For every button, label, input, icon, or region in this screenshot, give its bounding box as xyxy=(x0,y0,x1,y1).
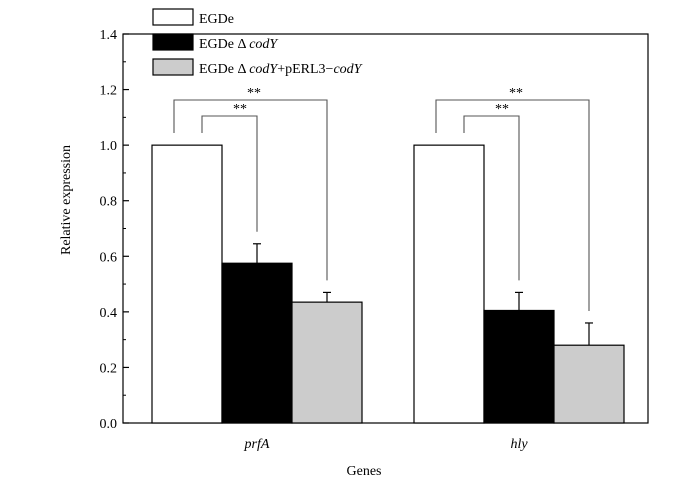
bar xyxy=(553,344,625,424)
significance-label: ** xyxy=(247,86,261,101)
x-category-label: prfA xyxy=(244,437,270,452)
y-tick-label: 0.6 xyxy=(100,250,118,265)
significance-label: ** xyxy=(495,102,509,117)
y-tick-label: 1.2 xyxy=(100,84,118,99)
y-tick-label: 1.4 xyxy=(100,28,118,43)
error-bars xyxy=(253,243,593,346)
y-tick-label: 0.4 xyxy=(100,306,118,321)
y-tick-label: 0.2 xyxy=(100,361,118,376)
legend-swatch xyxy=(152,8,194,26)
bar xyxy=(151,144,223,424)
significance-label: ** xyxy=(509,86,523,101)
bar xyxy=(221,262,293,424)
x-category-label: hly xyxy=(510,437,528,452)
legend: EGDe EGDe Δ codY EGDe Δ codY+pERL3−codY xyxy=(152,8,364,77)
significance-brackets: ******** xyxy=(173,86,590,311)
bar xyxy=(291,301,363,424)
bar xyxy=(483,309,555,424)
significance-bracket xyxy=(463,115,520,281)
significance-label: ** xyxy=(233,102,247,117)
y-tick-label: 0.8 xyxy=(100,195,118,210)
legend-swatch xyxy=(152,33,194,51)
legend-entry: EGDe xyxy=(199,12,234,27)
significance-bracket xyxy=(435,99,590,311)
bars xyxy=(151,144,625,424)
y-axis-label: Relative expression xyxy=(59,145,74,255)
y-tick-label: 0.0 xyxy=(100,417,118,432)
legend-entry: EGDe Δ codY xyxy=(199,37,279,52)
y-axis: 0.0 0.2 0.4 0.6 0.8 1.0 1.2 1.4 xyxy=(100,28,129,432)
x-axis-label: Genes xyxy=(347,464,382,479)
x-axis-categories: prfA hly xyxy=(244,417,528,452)
significance-bracket xyxy=(173,99,328,281)
y-tick-label: 1.0 xyxy=(100,139,118,154)
legend-swatch xyxy=(152,58,194,76)
significance-bracket xyxy=(201,115,258,232)
legend-entry: EGDe Δ codY+pERL3−codY xyxy=(199,62,364,77)
bar xyxy=(413,144,485,424)
